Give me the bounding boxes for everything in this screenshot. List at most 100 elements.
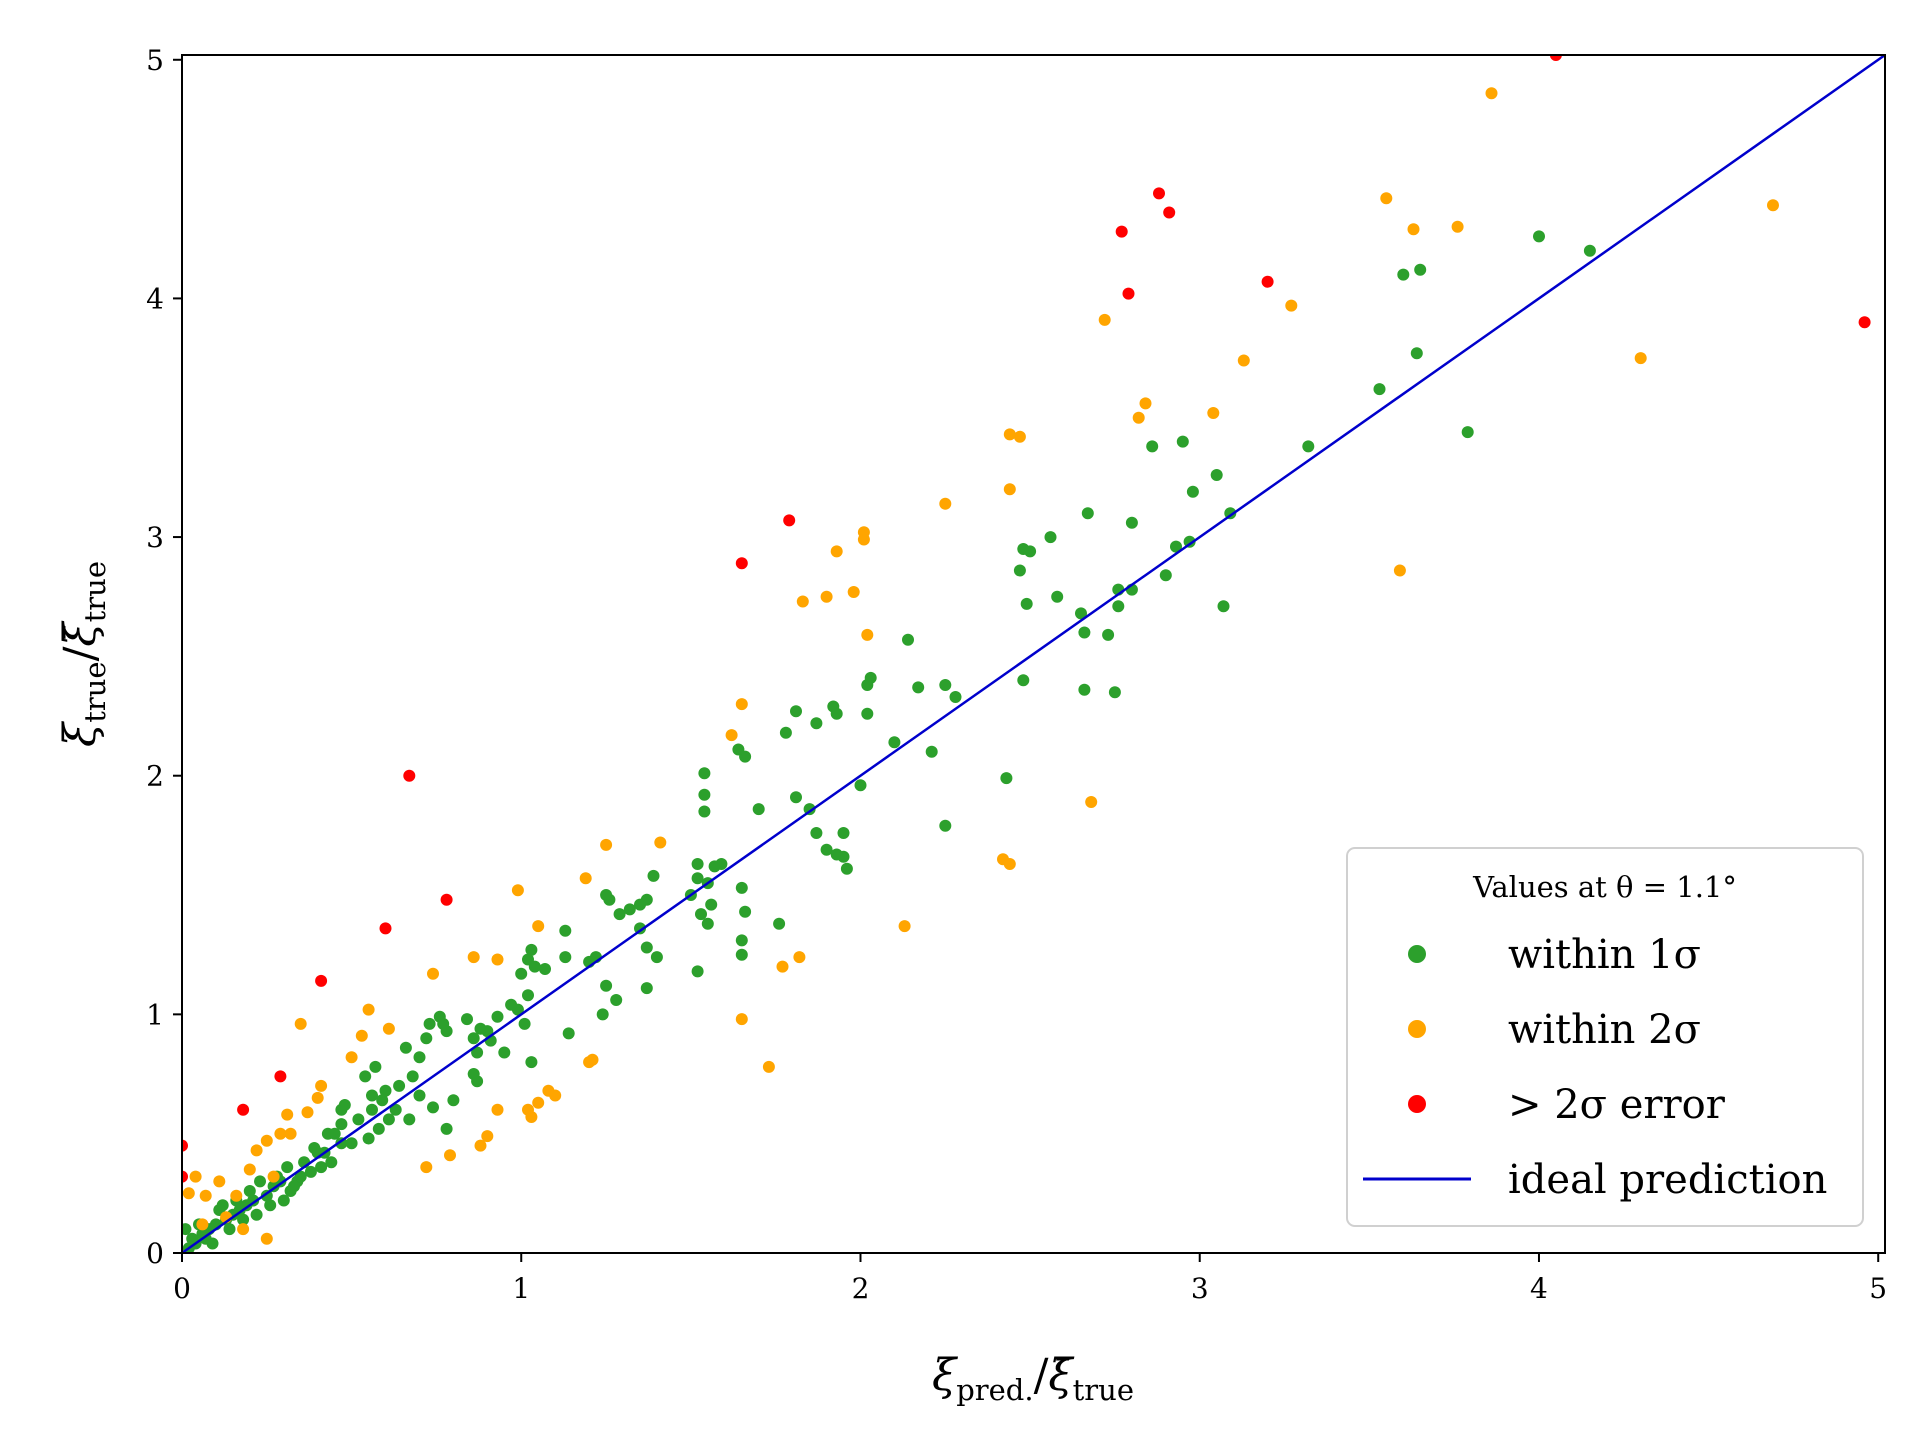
point-within1-132: [369, 1060, 382, 1073]
point-within1-124: [413, 1051, 426, 1064]
point-within1-118: [471, 1075, 484, 1088]
point-within1-74: [691, 858, 704, 870]
point-within1-96: [559, 924, 572, 937]
point-within1-27: [1044, 531, 1057, 544]
point-within1-62: [732, 743, 745, 756]
point-within2-8: [1237, 354, 1250, 367]
point-within1-38: [939, 819, 952, 832]
point-within1-126: [406, 1070, 419, 1083]
point-within1-185: [315, 1161, 328, 1174]
point-within1-53: [810, 827, 823, 839]
point-within1-98: [562, 1027, 575, 1040]
point-within1-131: [366, 1089, 378, 1102]
point-within1-121: [423, 1017, 436, 1030]
legend-marker-outlier: [1408, 1095, 1426, 1113]
point-within1-37: [912, 681, 925, 694]
legend-box: [1346, 847, 1864, 1227]
point-within1-31: [1051, 590, 1064, 603]
point-within2-51: [532, 1096, 545, 1109]
point-within2-69: [230, 1189, 243, 1202]
point-within2-30: [654, 836, 667, 849]
point-within1-47: [830, 707, 843, 720]
point-within1-75: [691, 872, 704, 885]
point-within1-48: [810, 717, 823, 730]
point-within2-15: [939, 497, 952, 510]
point-within1-97: [559, 951, 572, 964]
point-within1-43: [861, 679, 874, 691]
point-within1-82: [634, 898, 646, 911]
point-within1-26: [1108, 686, 1121, 699]
point-within1-83: [623, 903, 636, 916]
point-within2-7: [1098, 313, 1111, 326]
x-tick-label: 1: [512, 1272, 530, 1305]
point-within1-92: [596, 1008, 609, 1021]
point-outlier-1: [1153, 187, 1165, 200]
point-within2-40: [491, 953, 504, 966]
point-within2-22: [1393, 564, 1406, 577]
point-within2-76: [237, 1223, 250, 1236]
point-within2-46: [345, 1051, 358, 1064]
point-within1-39: [925, 745, 938, 758]
point-within1-168: [237, 1213, 250, 1226]
point-within1-145: [281, 1161, 294, 1174]
point-within1-69: [705, 898, 718, 911]
point-within1-178: [379, 1084, 392, 1097]
point-outlier-7: [783, 514, 796, 527]
point-within1-77: [695, 908, 707, 921]
ideal-prediction-line: [182, 55, 1885, 1253]
point-within2-25: [725, 729, 738, 742]
point-within2-9: [1207, 407, 1220, 419]
point-within2-5: [1634, 352, 1647, 365]
point-within2-75: [260, 1232, 273, 1245]
point-within1-14: [1170, 540, 1182, 553]
point-within1-149: [254, 1175, 266, 1188]
point-within2-28: [1003, 858, 1016, 870]
point-within1-56: [840, 862, 853, 875]
point-within1-161: [186, 1232, 199, 1245]
point-within1-184: [325, 1156, 338, 1169]
point-within2-34: [532, 920, 545, 933]
point-within1-78: [701, 917, 714, 930]
x-tick-label: 0: [173, 1272, 191, 1305]
point-outlier-12: [315, 974, 328, 987]
point-within2-59: [274, 1127, 287, 1140]
legend-title: Values at θ = 1.1°: [1472, 870, 1737, 904]
point-within2-6: [1285, 299, 1298, 312]
point-within2-23: [861, 628, 874, 641]
point-within2-67: [315, 1079, 328, 1092]
point-within1-105: [525, 1056, 538, 1069]
point-within2-50: [549, 1089, 562, 1102]
point-outlier-16: [182, 1170, 188, 1183]
point-within2-14: [1003, 483, 1016, 496]
point-within2-62: [250, 1144, 263, 1157]
point-within2-60: [284, 1127, 297, 1140]
point-within1-123: [420, 1032, 433, 1045]
point-within1-40: [902, 633, 914, 646]
y-tick-label: 0: [146, 1237, 164, 1270]
point-within1-50: [779, 726, 792, 739]
point-within1-41: [888, 736, 901, 749]
ideal-line-layer: [182, 55, 1885, 1253]
legend-label-ideal: ideal prediction: [1508, 1157, 1827, 1203]
legend-label-within2: within 2σ: [1508, 1007, 1701, 1053]
point-within1-45: [854, 779, 867, 792]
plot-frame: [181, 54, 1886, 1254]
y-tick-label: 5: [146, 44, 164, 77]
point-within1-175: [338, 1099, 351, 1111]
point-within1-181: [440, 1122, 453, 1135]
point-within1-128: [393, 1079, 406, 1092]
point-within1-143: [304, 1165, 317, 1178]
point-within2-33: [511, 884, 524, 897]
point-outlier-3: [1115, 225, 1128, 238]
point-within2-68: [281, 1108, 294, 1121]
point-within2-43: [382, 1022, 395, 1035]
point-within1-115: [467, 1032, 480, 1045]
point-within1-73: [698, 767, 711, 780]
point-within2-36: [776, 960, 789, 973]
point-within2-3: [1451, 220, 1464, 233]
point-outlier-9: [403, 769, 416, 782]
point-within1-32: [1020, 597, 1033, 610]
point-within1-49: [790, 705, 802, 718]
point-within1-101: [525, 943, 538, 956]
point-within1-111: [498, 1046, 511, 1059]
